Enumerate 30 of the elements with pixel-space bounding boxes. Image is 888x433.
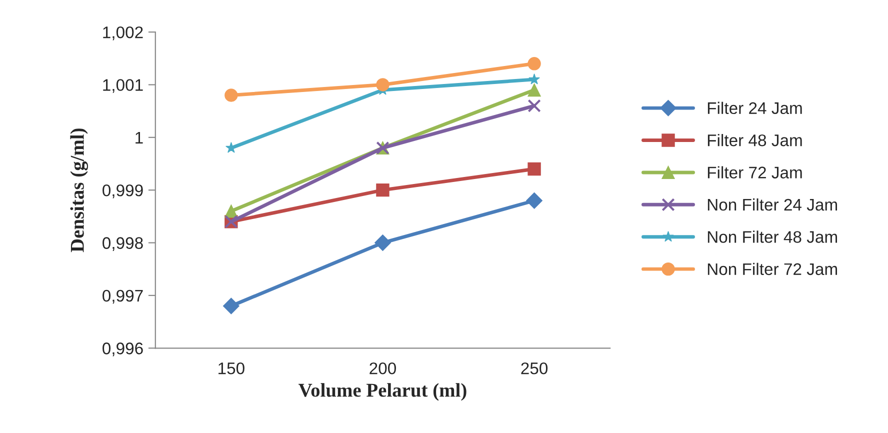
x-tick-label: 150 (218, 362, 244, 374)
y-tick-label: 0,998 (102, 237, 143, 251)
point (374, 234, 391, 251)
y-tick-label: 1,001 (103, 79, 143, 93)
point (526, 192, 542, 209)
y-tick-label: 1 (136, 132, 143, 144)
x-tick-label: 200 (370, 362, 396, 374)
legend-label: Filter 24 Jam (708, 102, 802, 114)
point (222, 298, 240, 314)
point (224, 204, 238, 218)
point (528, 83, 541, 97)
point (528, 57, 541, 70)
legend-label: Non Filter 72 Jam (708, 262, 838, 276)
legend-label: Filter 48 Jam (708, 134, 802, 146)
legend-label: Filter 72 Jam (708, 166, 802, 178)
y-tick-label: 0,996 (102, 342, 143, 356)
point (528, 99, 541, 112)
y-tick-label: 1,002 (103, 26, 143, 40)
point (224, 88, 238, 102)
x-axis-title: Volume Pelarut (ml) (298, 383, 466, 401)
point (528, 74, 540, 84)
point (376, 78, 390, 92)
x-tick-label: 250 (521, 362, 548, 374)
point (376, 183, 390, 197)
y-axis-title: Densitas (g/ml) (70, 128, 88, 252)
point (528, 162, 541, 176)
y-tick-label: 0,999 (102, 184, 143, 198)
legend-label: Non Filter 24 Jam (708, 198, 838, 211)
y-tick-label: 0,997 (102, 290, 143, 304)
legend-label: Non Filter 48 Jam (708, 230, 838, 243)
